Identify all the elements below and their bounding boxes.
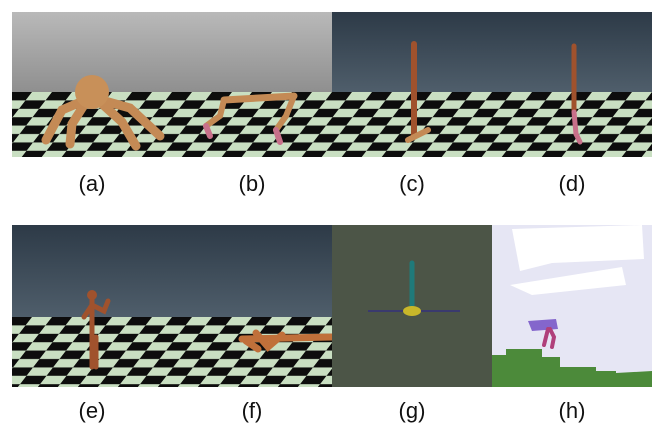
halfcheetah-robot-image [172, 12, 332, 157]
panel-e-label: (e) [78, 398, 106, 423]
inverted-pendulum-image [332, 225, 492, 387]
panel-a [12, 12, 172, 157]
humanoid-lying-image [172, 225, 332, 387]
panel-h-label: (h) [558, 398, 586, 423]
humanoid-standing-image [12, 225, 172, 387]
panel-e [12, 225, 172, 387]
panel-h [492, 225, 652, 387]
panel-d-label: (d) [558, 171, 586, 196]
bipedal-walker-image [492, 225, 652, 387]
panel-f-label: (f) [241, 398, 263, 423]
panel-g [332, 225, 492, 387]
hopper-robot-image [332, 12, 492, 157]
panel-a-label: (a) [78, 171, 106, 196]
panel-b-label: (b) [238, 171, 266, 196]
ant-robot-image [12, 12, 172, 157]
panel-f [172, 225, 332, 387]
panel-g-label: (g) [398, 398, 426, 423]
panel-c-label: (c) [399, 171, 425, 196]
walker-robot-image [492, 12, 652, 157]
panel-c [332, 12, 492, 157]
panel-d [492, 12, 652, 157]
panel-b [172, 12, 332, 157]
